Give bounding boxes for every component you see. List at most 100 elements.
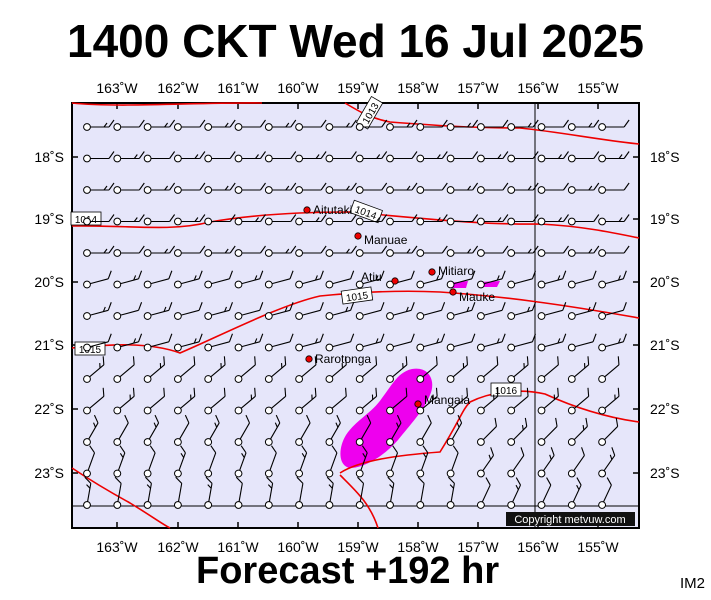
place-marker [305,355,313,363]
wind-barb [476,387,499,415]
wind-barb [355,333,385,352]
wind-barb [567,477,582,509]
place-label: Aitutaki [313,203,352,217]
wind-barb [264,245,297,257]
wind-barb [386,119,418,131]
place-label: Rarotonga [315,352,371,366]
isobar-line [71,290,640,354]
wind-barb [598,356,620,383]
wind-barb [113,245,145,257]
wind-barb [476,356,499,383]
wind-barb [143,414,160,446]
wind-barb [446,245,479,257]
wind-barb [416,445,429,478]
wind-barb [476,333,506,352]
lon-label-top: 155˚W [577,80,619,96]
wind-barb [598,245,630,257]
wind-barb [355,302,385,320]
wind-barb [507,417,528,446]
wind-barb [83,387,105,415]
wind-barb [416,356,438,383]
lat-label-left: 19˚S [34,211,64,227]
lon-label-top: 161˚W [217,80,259,96]
wind-barb [537,387,559,415]
wind-barb [386,302,415,320]
wind-barb [446,445,459,478]
wind-barb [537,151,569,163]
wind-barb [598,182,630,194]
lon-label-top: 156˚W [517,80,559,96]
wind-barb [507,151,539,163]
wind-barb [325,445,338,478]
lat-label-left: 22˚S [34,401,64,417]
lon-label-top: 162˚W [157,80,199,96]
wind-barb [446,302,476,320]
wind-barb [264,214,297,226]
wind-barb [113,151,145,163]
wind-barb [355,182,388,194]
wind-barb [476,417,497,446]
wind-barb [416,245,448,257]
wind-barb [143,445,156,478]
wind-barb [598,270,627,289]
wind-barb [567,356,590,383]
wind-barb [295,302,324,320]
wind-barb [537,356,559,383]
wind-barb [446,476,455,509]
wind-barb [355,445,368,478]
wind-barb [234,245,266,257]
wind-barb [143,302,173,320]
wind-barb [446,333,476,352]
svg-text:1015: 1015 [79,345,102,356]
wind-barb [325,119,357,131]
wind-barb [113,445,126,478]
place-marker [428,268,436,276]
wind-barb [416,270,446,289]
wind-barb [295,119,327,131]
wind-barb [234,387,256,415]
wind-barb [446,270,476,289]
wind-barb [416,302,446,320]
wind-barb [295,245,327,257]
wind-barb [537,447,555,478]
lat-label-right: 21˚S [650,337,680,353]
wind-barb [476,151,509,163]
wind-barb [204,151,236,163]
wind-barb [386,151,418,163]
wind-barb [537,119,569,131]
lat-label-left: 20˚S [34,274,64,290]
wind-barb [567,119,600,131]
wind-barb [143,119,176,131]
wind-barb [234,476,243,509]
wind-barb [507,447,525,478]
wind-barb [295,214,327,226]
wind-barb [113,387,135,415]
wind-barb [446,151,479,163]
wind-barb [264,356,287,383]
wind-barb [567,387,590,415]
wind-barb [567,151,600,163]
wind-barb [507,333,536,352]
wind-barb [537,417,558,446]
wind-barb [386,445,399,478]
wind-barb [416,476,425,509]
wind-barb [83,182,115,194]
wind-barb [173,270,203,289]
wind-barb [143,356,166,383]
wind-barb [446,356,469,383]
wind-barb [476,119,509,131]
wind-barb [325,302,355,320]
place-marker [414,400,422,408]
lon-label-bottom: 163˚W [96,539,138,555]
lat-label-left: 21˚S [34,337,64,353]
wind-barb [204,476,213,509]
lon-label-top: 158˚W [397,80,439,96]
wind-barb [113,119,145,131]
wind-barb [355,270,385,289]
wind-barb [386,356,408,383]
wind-barb [325,214,357,226]
wind-barb [295,182,327,194]
wind-barb [567,447,585,478]
wind-barb [295,356,317,383]
wind-barb [507,356,529,383]
